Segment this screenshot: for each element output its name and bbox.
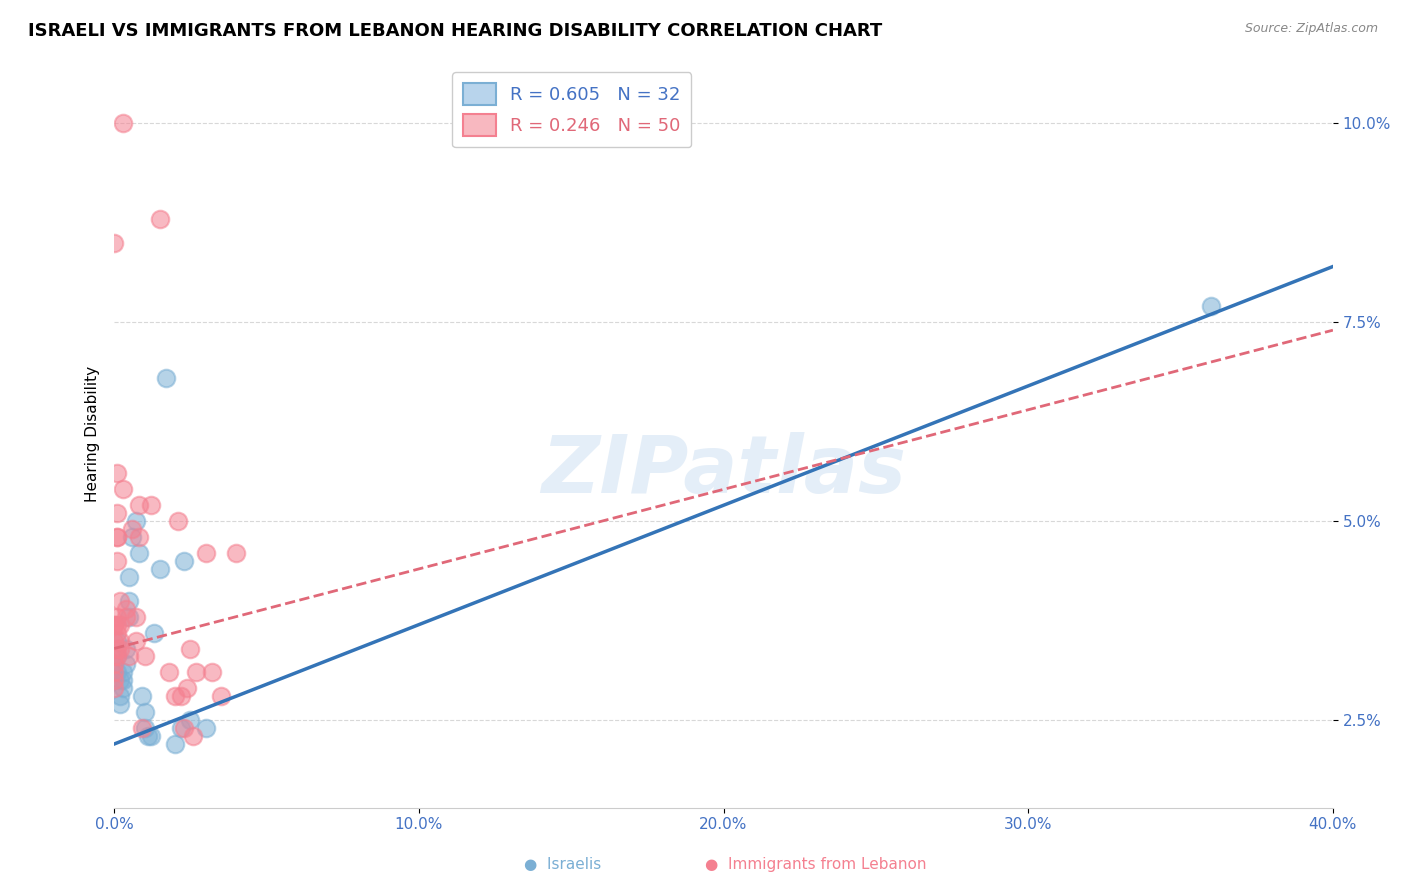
Point [179,641,201,656]
Point [105,554,128,568]
Point [103,657,125,672]
Point [139,729,162,743]
Point [103,665,125,680]
Point [115,657,138,672]
Point [118,649,141,664]
Point [173,721,195,735]
Text: ●  Immigrants from Lebanon: ● Immigrants from Lebanon [704,857,927,872]
Point [165,690,187,704]
Text: Source: ZipAtlas.com: Source: ZipAtlas.com [1244,22,1378,36]
Point [112,673,135,688]
Point [194,546,217,560]
Point [124,609,146,624]
Point [105,506,128,520]
Point [103,617,125,632]
Point [136,729,159,743]
Point [186,665,208,680]
Point [225,546,247,560]
Point [110,673,132,688]
Point [105,633,128,648]
Point [167,514,190,528]
Point [149,211,172,226]
Point [170,690,193,704]
Point [134,721,156,735]
Point [105,625,128,640]
Point [110,690,132,704]
Point [115,641,138,656]
Point [170,721,193,735]
Point [105,649,128,664]
Point [105,530,128,544]
Point [103,235,125,250]
Point [139,498,162,512]
Point [112,116,135,130]
Point [209,690,232,704]
Point [110,641,132,656]
Point [165,737,187,751]
Point [194,721,217,735]
Text: ●  Israelis: ● Israelis [524,857,600,872]
Point [131,721,153,735]
Point [103,649,125,664]
Point [103,617,125,632]
Point [142,625,165,640]
Point [201,665,224,680]
Point [128,530,150,544]
Point [128,546,150,560]
Point [110,594,132,608]
Point [103,681,125,696]
Point [115,609,138,624]
Point [1199,299,1222,313]
Point [112,681,135,696]
Point [105,649,128,664]
Point [124,633,146,648]
Point [131,690,153,704]
Point [134,649,156,664]
Point [183,729,205,743]
Point [110,633,132,648]
Point [179,713,201,727]
Point [149,562,172,576]
Point [105,641,128,656]
Point [118,570,141,584]
Point [118,594,141,608]
Point [134,705,156,719]
Point [103,633,125,648]
Point [103,657,125,672]
Y-axis label: Hearing Disability: Hearing Disability [86,366,100,501]
Point [155,371,177,385]
Point [121,530,143,544]
Point [105,617,128,632]
Point [176,681,198,696]
Text: ISRAELI VS IMMIGRANTS FROM LEBANON HEARING DISABILITY CORRELATION CHART: ISRAELI VS IMMIGRANTS FROM LEBANON HEARI… [28,22,883,40]
Point [115,601,138,615]
Point [105,665,128,680]
Point [103,673,125,688]
Point [110,617,132,632]
Point [110,697,132,711]
Point [105,530,128,544]
Text: ZIPatlas: ZIPatlas [541,432,905,510]
Point [112,665,135,680]
Point [105,609,128,624]
Legend: R = 0.605   N = 32, R = 0.246   N = 50: R = 0.605 N = 32, R = 0.246 N = 50 [453,72,692,147]
Point [128,498,150,512]
Point [118,609,141,624]
Point [157,665,180,680]
Point [121,522,143,536]
Point [105,467,128,481]
Point [112,483,135,497]
Point [173,554,195,568]
Point [124,514,146,528]
